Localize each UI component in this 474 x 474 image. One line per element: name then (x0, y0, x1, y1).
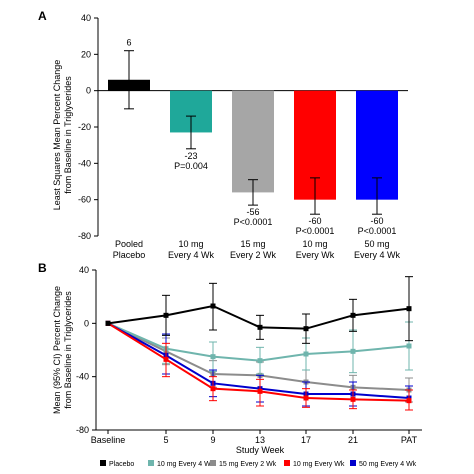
panel-b-point (257, 358, 263, 364)
panel-b-ylabel-line2: from Baseline in Triglycerides (63, 291, 73, 409)
panel-b-point (163, 356, 169, 362)
panel-a-category-label: Every 4 Wk (354, 250, 401, 260)
panel-a-ylabel-line2: from Baseline in Triglycerides (63, 76, 73, 194)
panel-a-category-label: 15 mg (240, 239, 265, 249)
panel-b-xlabel: Study Week (236, 445, 285, 455)
panel-a-y-tick-label: -40 (78, 158, 91, 168)
panel-a-p-label: P=0.004 (174, 161, 208, 171)
panel-b-x-tick-label: 13 (255, 435, 265, 445)
panel-a-value-label: 6 (126, 38, 131, 48)
panel-b-y-tick-label: 0 (84, 318, 89, 328)
panel-b-y-tick-label: 40 (79, 265, 89, 275)
panel-b-legend-label: 15 mg Every 2 Wk (219, 461, 277, 468)
panel-a-y-tick-label: -60 (78, 195, 91, 205)
panel-b: B Mean (95% CI) Percent Change from Base… (38, 261, 422, 468)
panel-a-category-label: Every 2 Wk (230, 250, 277, 260)
panel-a-bar (232, 90, 274, 193)
panel-b-legend-label: 10 mg Every 4 Wk (157, 461, 215, 468)
panel-b-legend-swatch (210, 460, 216, 466)
panel-b-point (105, 320, 111, 326)
panel-a-bars: 6-23P=0.004-56P<0.0001 -60P<0.0001-60P<0.… (108, 38, 398, 236)
panel-a-value-label: -23 (184, 151, 197, 161)
panel-b-point (303, 326, 309, 332)
panel-b-legend-label: Placebo (109, 461, 134, 468)
panel-b-point (210, 303, 216, 309)
panel-b-x-tick-label: Baseline (91, 435, 126, 445)
panel-b-x-tick-label: 21 (348, 435, 358, 445)
panel-a-p-label: P<0.0001 (296, 226, 335, 236)
panel-b-point (350, 312, 356, 318)
panel-b-y-tick-label: -80 (76, 425, 89, 435)
panel-b-series-group (105, 276, 413, 344)
panel-b-series-group (105, 320, 413, 411)
panel-b-x-tick-label: 9 (210, 435, 215, 445)
panel-b-point (350, 348, 356, 354)
panel-b-series (105, 276, 413, 411)
panel-a-category-label: 50 mg (364, 239, 389, 249)
panel-a-category-label: 10 mg (302, 239, 327, 249)
panel-b-legend: Placebo 10 mg Every 4 Wk 15 mg Every 2 Wk 1… (100, 460, 417, 468)
panel-a-category-label: Every Wk (296, 250, 335, 260)
panel-b-x-tick-label: 17 (301, 435, 311, 445)
panel-b-legend-swatch (350, 460, 356, 466)
panel-b-legend-label: 50 mg Every 4 Wk (359, 461, 417, 468)
panel-b-point (406, 398, 412, 404)
panel-a-value-label: -60 (308, 216, 321, 226)
panel-b-point (163, 312, 169, 318)
panel-a-p-label: P<0.0001 (358, 226, 397, 236)
panel-a-value-label: -60 (370, 216, 383, 226)
panel-b-point (303, 351, 309, 357)
panel-b-legend-swatch (284, 460, 290, 466)
panel-a-category-label: 10 mg (178, 239, 203, 249)
panel-a-y-tick-label: -20 (78, 122, 91, 132)
panel-a-category-label: Placebo (113, 250, 146, 260)
panel-b-point (406, 306, 412, 312)
panel-b-x-tick-label: 5 (163, 435, 168, 445)
panel-a-value-label: -56 (246, 207, 259, 217)
panel-a-y-tick-label: 20 (81, 49, 91, 59)
panel-b-x-tick-label: PAT (401, 435, 418, 445)
panel-a-category-label: Pooled (115, 239, 143, 249)
panel-b-ylabel-line1: Mean (95% CI) Percent Change (52, 286, 62, 414)
panel-a: A Least Squares Mean Percent Change from… (38, 9, 408, 260)
panel-b-label: B (38, 261, 47, 275)
panel-b-point (406, 343, 412, 349)
panel-b-legend-label: 10 mg Every Wk (293, 461, 345, 468)
panel-a-y-tick-label: -80 (78, 231, 91, 241)
panel-a-label: A (38, 9, 47, 23)
panel-a-p-label: P<0.0001 (234, 217, 273, 227)
panel-b-series-group (105, 320, 413, 411)
panel-a-ylabel-line1: Least Squares Mean Percent Change (52, 60, 62, 211)
panel-b-point (210, 354, 216, 360)
panel-b-series-line (107, 322, 410, 391)
panel-a-y-tick-label: 40 (81, 13, 91, 23)
panel-b-legend-swatch (100, 460, 106, 466)
panel-b-legend-swatch (148, 460, 154, 466)
panel-b-y-tick-label: -40 (76, 372, 89, 382)
panel-a-y-tick-label: 0 (86, 86, 91, 96)
panel-b-point (350, 396, 356, 402)
panel-b-point (303, 395, 309, 401)
panel-b-point (257, 388, 263, 394)
panel-a-category-label: Every 4 Wk (168, 250, 215, 260)
panel-b-point (257, 324, 263, 330)
panel-b-point (210, 386, 216, 392)
